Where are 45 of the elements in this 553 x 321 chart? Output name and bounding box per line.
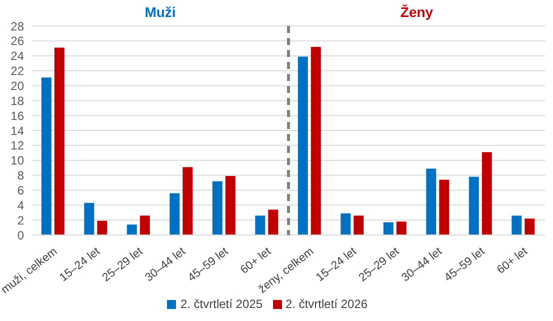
- legend-label: 2. čtvrtletí 2025: [180, 297, 262, 311]
- bar: [140, 216, 150, 235]
- bar: [468, 176, 479, 235]
- y-tick-label: 24: [10, 49, 24, 64]
- text: Muži: [144, 4, 177, 20]
- legend-label: 2. čtvrtletí 2026: [286, 297, 368, 311]
- bar: [255, 216, 266, 235]
- y-tick-label: 12: [10, 138, 24, 153]
- bar: [512, 216, 522, 235]
- y-tick-label: 18: [10, 94, 24, 108]
- y-tick-label: 22: [10, 64, 24, 78]
- bar: [426, 168, 436, 235]
- text: Ženy: [399, 4, 434, 20]
- y-tick-label: 28: [10, 19, 24, 34]
- bar: [212, 181, 222, 235]
- bar: [298, 56, 308, 235]
- bar: [354, 216, 364, 235]
- x-tick-label: 60+ let: [495, 245, 531, 276]
- bar: [482, 152, 492, 235]
- y-tick-label: 2: [17, 213, 24, 228]
- bar: [524, 218, 535, 235]
- bar: [126, 224, 137, 235]
- bar: [396, 222, 406, 235]
- y-tick-label: 6: [17, 183, 24, 198]
- y-tick-label: 4: [17, 198, 24, 212]
- y-tick-label: 0: [17, 228, 24, 242]
- x-tick-label: 60+ let: [238, 245, 274, 276]
- y-tick-label: 26: [10, 34, 24, 48]
- bar: [383, 222, 394, 235]
- bar: [41, 78, 52, 235]
- bar: [225, 176, 236, 235]
- bar: [54, 48, 64, 235]
- bar: [182, 167, 193, 235]
- bar: [340, 213, 351, 235]
- y-tick-label: 10: [10, 154, 24, 168]
- bar: [97, 220, 108, 235]
- bar: [268, 210, 278, 235]
- bar: [439, 180, 450, 235]
- y-tick-label: 20: [10, 78, 24, 93]
- y-tick-label: 8: [17, 168, 24, 183]
- y-tick-label: 16: [10, 108, 24, 123]
- bar: [310, 46, 321, 235]
- bar: [170, 193, 180, 235]
- y-tick-label: 14: [10, 124, 24, 138]
- bar: [84, 202, 94, 235]
